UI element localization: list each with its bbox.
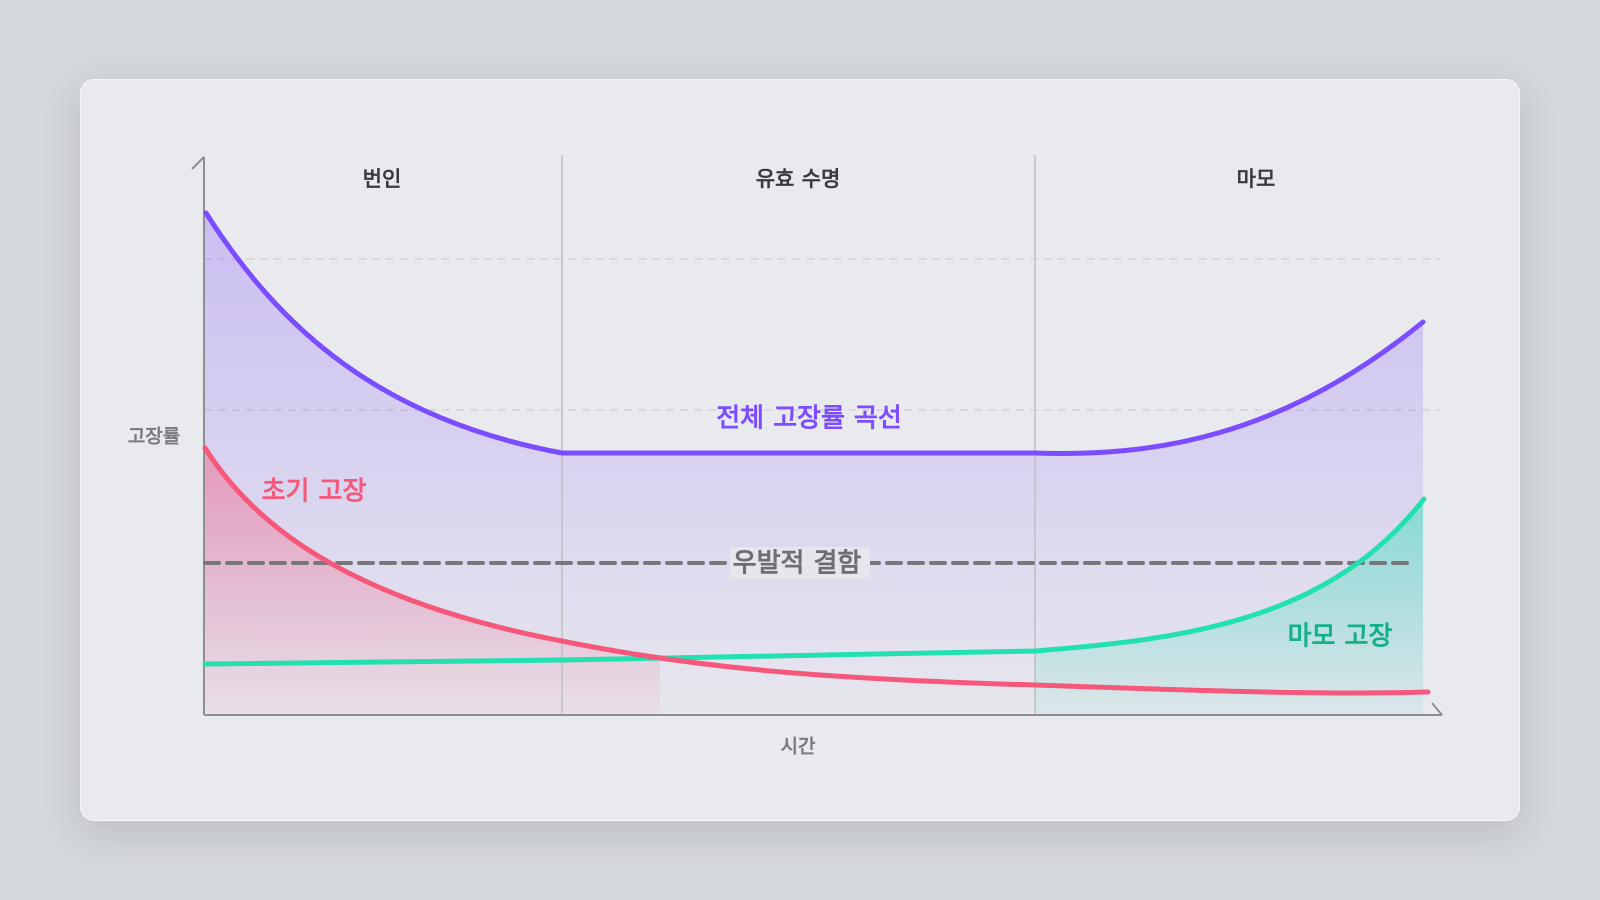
wearout-curve [202,496,1427,667]
total-curve-label: 전체 고장률 곡선 [716,403,902,434]
phase-label-useful-life: 유효 수명 [755,167,841,191]
early-failure-label: 초기 고장 [261,476,367,507]
wearout-failure-label: 마모 고장 [1287,621,1393,652]
total-area [205,213,1423,715]
phase-label-burnin: 번인 [362,167,402,191]
axes [191,156,1443,716]
phase-label-wearout: 마모 [1236,167,1276,191]
grid-lines [204,258,1440,411]
y-axis-arrow-icon [191,156,205,170]
random-failure-label: 우발적 결함 [732,548,862,579]
wearout-area [1035,499,1423,715]
bathtub-chart [191,155,1443,716]
x-axis-label: 시간 [780,735,816,758]
chart-card: 번인 유효 수명 마모 고장률 시간 전체 고장률 곡선 초기 고장 우발적 결… [80,79,1520,821]
phase-dividers [561,155,1036,715]
early-area [205,448,660,715]
early-curve [202,445,1431,696]
total-curve [203,210,1426,456]
y-axis-label: 고장률 [127,425,181,448]
random-label-bg [730,547,870,579]
x-axis-arrow-icon [1431,702,1443,716]
